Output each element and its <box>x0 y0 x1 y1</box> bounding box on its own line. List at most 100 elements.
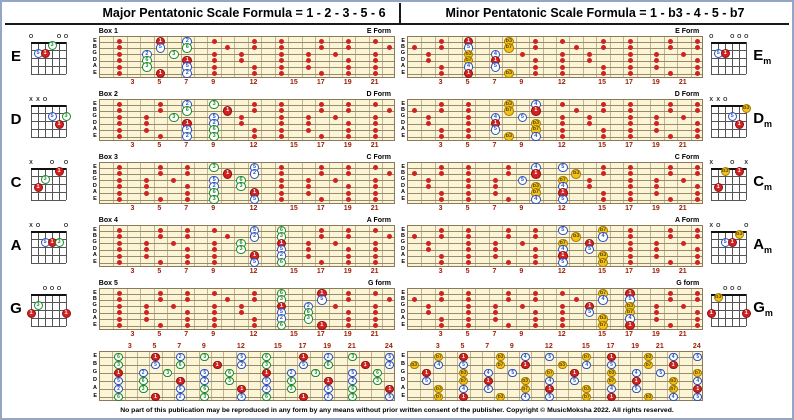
string-line <box>408 199 702 201</box>
scale-note-dot <box>117 71 123 76</box>
string-line <box>408 173 702 175</box>
fret-line <box>461 288 463 329</box>
scale-note-dot <box>587 51 593 57</box>
fret-line <box>368 162 370 203</box>
fret-line <box>274 36 276 77</box>
fret-number: 15 <box>289 267 298 275</box>
string-label: D <box>401 377 405 383</box>
fret-line <box>482 352 483 400</box>
string-line <box>408 123 702 125</box>
fret-number: 21 <box>678 204 687 212</box>
scale-note-dot <box>627 71 633 76</box>
scale-note-dot <box>627 134 633 139</box>
fret-number: 21 <box>370 141 379 149</box>
scale-note-dot <box>117 177 123 183</box>
string-line <box>408 319 702 321</box>
scale-note-dot <box>466 253 472 259</box>
scale-note-dot <box>278 171 284 177</box>
scale-note-dot <box>211 253 217 259</box>
scale-note-dot <box>319 134 325 139</box>
fret-line <box>288 99 290 140</box>
open-string-mark: O <box>63 222 69 229</box>
string-line <box>408 230 702 232</box>
scale-note-dot <box>492 184 498 190</box>
chord-finger-degree-3: 3 <box>54 238 64 247</box>
fret-number: 7 <box>177 343 182 350</box>
fret-line <box>207 99 209 140</box>
string-label: A <box>92 189 97 196</box>
fret-numbers: 3 5 7 9 12 15 17 19 21 24 <box>407 342 703 351</box>
fret-line <box>207 36 209 77</box>
open-string-mark: O <box>744 33 749 40</box>
scale-note-dot <box>144 240 150 246</box>
scale-note-degree-b7: b7 <box>598 257 608 268</box>
scale-note-dot <box>694 316 700 322</box>
string-line <box>408 262 702 264</box>
fret-line <box>346 352 348 400</box>
fret-line <box>434 225 436 266</box>
chord-finger-degree-1: 1 <box>734 167 744 176</box>
scale-note-degree-5: 5 <box>693 352 703 362</box>
board-labels: Box 1 E Form <box>89 27 397 36</box>
scale-note-degree-b7: b7 <box>504 43 514 53</box>
string-label: A <box>92 315 97 322</box>
fret-number: 3 <box>438 204 443 212</box>
fret-line <box>421 36 423 77</box>
fret-line <box>328 99 330 140</box>
scale-note-dot <box>425 114 431 120</box>
fret-line <box>690 99 692 140</box>
string-label: A <box>401 189 405 196</box>
scale-note-dot <box>681 303 687 309</box>
fret-line <box>149 352 151 400</box>
chord-letter: D <box>10 111 22 128</box>
scale-note-dot <box>305 64 311 70</box>
fret-number: 15 <box>581 343 590 350</box>
scale-note-degree-1: 1 <box>531 106 541 116</box>
scale-note-dot <box>157 165 163 170</box>
fret-number: 3 <box>438 267 443 275</box>
fret-number: 12 <box>249 330 258 338</box>
fret-number: 17 <box>316 267 325 275</box>
scale-note-degree-4: 4 <box>520 392 530 402</box>
scale-note-dot <box>425 303 431 309</box>
fret-line <box>274 288 276 329</box>
scale-note-dot <box>560 134 566 139</box>
scale-note-dot <box>506 165 512 170</box>
scale-note-dot <box>694 71 700 76</box>
fret-line <box>461 162 463 203</box>
string-line <box>408 306 702 308</box>
string-label: D <box>401 56 405 63</box>
scale-note-dot <box>694 39 700 44</box>
string-label: E <box>93 226 97 233</box>
scale-note-dot <box>600 171 606 177</box>
scale-note-dot <box>184 291 190 296</box>
scale-note-dot <box>144 310 150 316</box>
string-line <box>408 136 702 138</box>
fret-line <box>113 99 115 140</box>
scale-note-dot <box>332 303 338 309</box>
scale-note-dot <box>117 303 123 309</box>
scale-note-degree-b3: b3 <box>571 232 581 242</box>
fret-line <box>247 288 249 329</box>
fret-line <box>153 225 155 266</box>
scale-note-dot <box>681 177 687 183</box>
scale-note-dot <box>117 45 123 51</box>
chord-name-Em: Em <box>753 47 771 66</box>
scale-note-dot <box>184 297 190 303</box>
scale-note-degree-5: 5 <box>557 225 568 236</box>
fret-line <box>113 162 115 203</box>
chord-finger-degree-b3: b3 <box>734 230 744 239</box>
scale-note-degree-1: 1 <box>459 392 468 402</box>
fret-number: 3 <box>435 343 440 350</box>
chord-fret-line <box>31 57 66 59</box>
chord-name-Am: Am <box>753 236 772 255</box>
scale-note-dot <box>667 323 673 328</box>
fret-number: 3 <box>438 78 443 86</box>
scale-note-dot <box>211 64 217 70</box>
string-line <box>99 167 394 169</box>
